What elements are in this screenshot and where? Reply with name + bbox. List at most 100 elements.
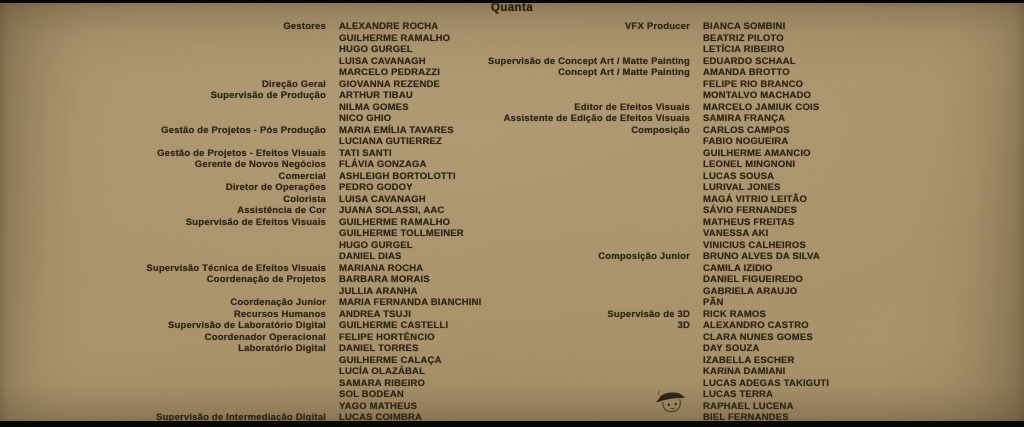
credit-row: Supervisão de Laboratório Digital GUILHER… bbox=[0, 320, 481, 332]
credit-names: GIOVANNA REZENDE bbox=[339, 79, 481, 91]
credit-role-label: Concept Art / Matte Painting bbox=[558, 67, 690, 78]
credit-name: GUILHERME CALAÇA bbox=[339, 354, 442, 366]
credit-row: Supervisão de Concept Art / Matte Painti… bbox=[365, 56, 829, 68]
credit-gap bbox=[326, 309, 339, 321]
credits-column-right: VFX Producer BIANCA SOMBINI BEATRIZ PILOTO… bbox=[365, 21, 829, 424]
credit-row: Assistência de Cor JUANA SOLASSI, AAC bbox=[0, 205, 481, 217]
credit-names: AMANDA BROTTO FELIPE RIO BRANCO MONTALVO M… bbox=[703, 67, 829, 102]
credit-name: ALEXANDRE ROCHA bbox=[339, 21, 439, 32]
credit-names: GUILHERME CASTELLI bbox=[339, 320, 481, 332]
credit-row: Assistente de Edição de Efeitos Visuais S… bbox=[365, 113, 829, 125]
credit-name: GUILHERME CASTELLI bbox=[339, 320, 449, 331]
credit-name: VANESSA AKI bbox=[703, 228, 769, 239]
credit-gap bbox=[690, 113, 703, 125]
credit-name: NILMA GOMES bbox=[339, 101, 409, 113]
credit-gap bbox=[326, 182, 339, 194]
credit-gap bbox=[326, 79, 339, 91]
credit-names: LUCAS COIMBRA bbox=[339, 412, 481, 424]
credit-names: GUILHERME RAMALHO GUILHERME TOLLMEINER HUG… bbox=[339, 217, 481, 263]
credit-gap bbox=[326, 125, 339, 148]
credit-name: GUILHERME AMANCIO bbox=[703, 147, 811, 159]
credit-name: LUISA CAVANAGH bbox=[339, 193, 426, 205]
credit-gap bbox=[326, 332, 339, 344]
credit-gap bbox=[690, 56, 703, 68]
credit-gap bbox=[326, 320, 339, 332]
credit-gap bbox=[326, 90, 339, 125]
credit-row: Composição Junior BRUNO ALVES DA SILVA CAM… bbox=[365, 251, 829, 309]
credit-gap bbox=[690, 102, 703, 114]
credit-row: Supervisão de Efeitos Visuais GUILHERME R… bbox=[0, 217, 481, 263]
credit-name: NICO GHIO bbox=[339, 113, 392, 124]
credit-name: AMANDA BROTTO bbox=[703, 67, 790, 78]
credit-name: CLARA NUNES GOMES bbox=[703, 331, 813, 343]
credit-names: CARLOS CAMPOS FABIO NOGUEIRA GUILHERME AMA… bbox=[703, 125, 829, 252]
credit-names: JUANA SOLASSI, AAC bbox=[339, 205, 481, 217]
credit-role-label: Supervisão Técnica de Efeitos Visuais bbox=[146, 262, 326, 274]
credit-row: Recursos Humanos ANDREA TSUJI bbox=[0, 309, 481, 321]
credit-name: LUCAS COIMBRA bbox=[339, 412, 423, 423]
credit-name: LETÍCIA RIBEIRO bbox=[703, 44, 785, 55]
credit-role-label: Supervisão de Efeitos Visuais bbox=[185, 216, 326, 228]
credit-gap bbox=[326, 205, 339, 217]
credit-name: IZABELLA ESCHER bbox=[703, 354, 795, 366]
credit-row: Direção Geral GIOVANNA REZENDE bbox=[0, 79, 481, 91]
credit-row: 3D ALEXANDRO CASTRO CLARA NUNES GOMES DAY S… bbox=[365, 320, 829, 424]
credit-name: GIOVANNA REZENDE bbox=[339, 78, 441, 90]
credit-role-label: 3D bbox=[677, 320, 690, 331]
credit-row: Laboratório Digital DANIEL TORRES GUILHERM… bbox=[0, 343, 481, 412]
credit-name: LUCAS SOUSA bbox=[703, 170, 775, 182]
credit-role-label: Laboratório Digital bbox=[238, 343, 326, 354]
credit-name: FELIPE HORTÊNCIO bbox=[339, 331, 435, 343]
credit-gap bbox=[326, 159, 339, 171]
credit-row: Gestão de Projetos - Efeitos Visuais TATI… bbox=[0, 148, 481, 160]
credit-row: VFX Producer BIANCA SOMBINI BEATRIZ PILOTO… bbox=[365, 21, 829, 56]
credit-names: DANIEL TORRES GUILHERME CALAÇA LUCÍA OLAZÁ… bbox=[339, 343, 481, 412]
credit-names: MARIA FERNANDA BIANCHINI bbox=[339, 297, 481, 309]
credit-name: ASHLEIGH BORTOLOTTI bbox=[339, 170, 456, 182]
credit-names: BARBARA MORAIS JULLIA ARANHA bbox=[339, 274, 481, 297]
credit-name: TATI SANTI bbox=[339, 147, 392, 159]
credit-names: ANDREA TSUJI bbox=[339, 309, 481, 321]
credit-gap bbox=[690, 251, 703, 309]
credit-role-label: Supervisão de Intermediação Digital bbox=[156, 412, 326, 423]
credit-role-label: Composição bbox=[631, 124, 690, 136]
credit-name: MONTALVO MACHADO bbox=[703, 90, 812, 101]
credit-row: Supervisão de Intermediação Digital LUCAS… bbox=[0, 412, 481, 424]
credit-gap bbox=[326, 412, 339, 424]
credit-role-label: Assistência de Cor bbox=[237, 205, 326, 216]
credit-name: YAGO MATHEUS bbox=[339, 400, 418, 412]
credit-role-label: Coordenador Operacional bbox=[204, 331, 326, 343]
credit-row: Supervisão Técnica de Efeitos Visuais MAR… bbox=[0, 263, 481, 275]
credit-gap bbox=[326, 217, 339, 263]
credit-role-label: Supervisão de Produção bbox=[210, 90, 326, 101]
credit-name: LUCÍA OLAZÁBAL bbox=[339, 366, 426, 377]
credit-names: BRUNO ALVES DA SILVA CAMILA IZIDIO DANIEL … bbox=[703, 251, 829, 309]
credit-names: TATI SANTI bbox=[339, 148, 481, 160]
credit-name: BEATRIZ PILOTO bbox=[703, 32, 784, 44]
credit-gap bbox=[326, 297, 339, 309]
credit-role-label: Composição Junior bbox=[598, 251, 690, 262]
credit-gap bbox=[690, 21, 703, 56]
credit-name: MARCELO JAMIUK COIS bbox=[703, 101, 820, 113]
credit-names: MARIA EMÍLIA TAVARES LUCIANA GUTIERREZ bbox=[339, 125, 481, 148]
credit-row: Coordenação de Projetos BARBARA MORAIS JUL… bbox=[0, 274, 481, 297]
credit-name: EDUARDO SCHAAL bbox=[703, 55, 796, 67]
credit-role-label: Supervisão de Laboratório Digital bbox=[168, 320, 326, 331]
credit-role-label: Coordenação Junior bbox=[230, 297, 326, 308]
credit-name: MARIANA ROCHA bbox=[339, 262, 424, 274]
credit-role-label: Gestão de Projetos - Pós Produção bbox=[161, 124, 326, 136]
credit-role-label: Direção Geral bbox=[261, 78, 326, 90]
credit-names: PEDRO GODOY bbox=[339, 182, 481, 194]
credit-names: FELIPE HORTÊNCIO bbox=[339, 332, 481, 344]
credit-names: RICK RAMOS bbox=[703, 309, 829, 321]
credit-name: GUILHERME RAMALHO bbox=[339, 216, 451, 228]
credit-names: BIANCA SOMBINI BEATRIZ PILOTO LETÍCIA RIBE… bbox=[703, 21, 829, 56]
credit-names: MARIANA ROCHA bbox=[339, 263, 481, 275]
credit-name: LUCAS ADEGAS TAKIGUTI bbox=[703, 377, 830, 389]
credit-row: Diretor de Operações PEDRO GODOY bbox=[0, 182, 481, 194]
credit-role-label: Recursos Humanos bbox=[233, 308, 326, 320]
credit-row: Gestores ALEXANDRE ROCHA GUILHERME RAMALHO… bbox=[0, 21, 481, 79]
credit-role-label: VFX Producer bbox=[625, 21, 690, 32]
credit-names: FLÁVIA GONZAGA bbox=[339, 159, 481, 171]
